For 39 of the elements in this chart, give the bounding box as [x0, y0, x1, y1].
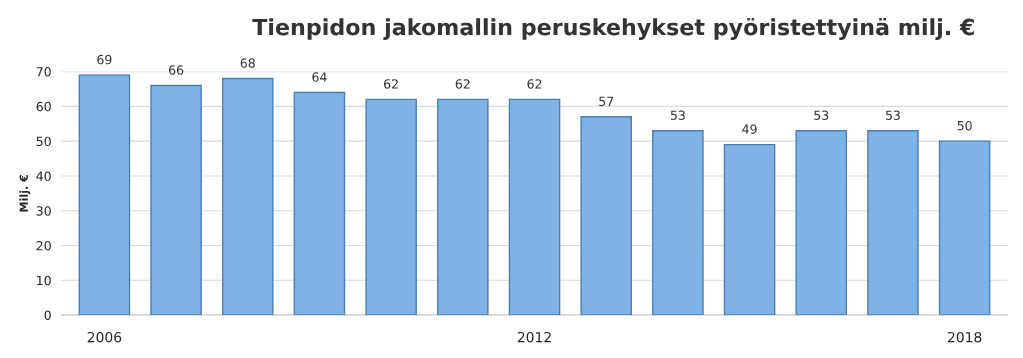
data-label: 57 — [599, 96, 614, 107]
x-tick-label: 2018 — [947, 331, 982, 343]
bar — [867, 130, 919, 316]
data-label: 66 — [169, 65, 184, 75]
y-tick-label: 60 — [36, 101, 51, 112]
data-label: 53 — [670, 110, 685, 120]
bar — [652, 130, 704, 316]
data-label: 50 — [957, 120, 972, 131]
x-tick-label: 2012 — [517, 331, 551, 343]
bar — [795, 130, 848, 316]
data-label: 62 — [527, 79, 542, 89]
x-tick-label: 2006 — [87, 331, 122, 343]
y-tick-label: 30 — [36, 206, 51, 216]
data-label: 53 — [814, 110, 829, 120]
data-label: 68 — [240, 58, 255, 68]
y-tick-label: 0 — [44, 310, 51, 320]
data-label: 69 — [97, 54, 112, 65]
data-label: 64 — [312, 72, 327, 82]
bar — [580, 116, 632, 316]
bar — [508, 98, 561, 316]
y-tick-label: 50 — [36, 136, 51, 147]
y-tick-label: 70 — [36, 67, 51, 77]
y-tick-label: 10 — [37, 275, 51, 286]
chart-title: Tienpidon jakomallin peruskehykset pyöristettyinä milj. € — [252, 17, 974, 40]
bar — [723, 143, 776, 316]
data-label: 53 — [885, 110, 900, 120]
data-label: 62 — [384, 79, 398, 89]
bar — [150, 84, 202, 316]
y-tick-label: 40 — [36, 171, 51, 181]
y-tick-label: 20 — [36, 240, 51, 251]
bar — [78, 74, 131, 316]
y-axis-title: Milj. € — [19, 174, 31, 212]
bar — [938, 140, 991, 316]
bar — [437, 98, 489, 316]
bar — [293, 91, 346, 316]
bar — [365, 98, 417, 316]
data-label: 49 — [742, 124, 757, 134]
data-label: 62 — [455, 79, 470, 89]
bar — [221, 77, 274, 316]
